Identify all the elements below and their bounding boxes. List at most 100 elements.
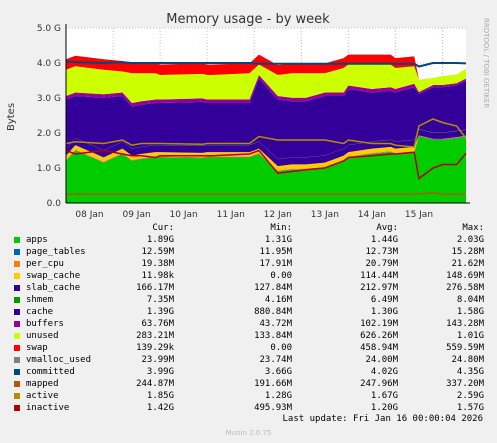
area-swap xyxy=(66,54,466,80)
legend-swatch xyxy=(14,357,20,363)
legend-cur: 139.29k xyxy=(136,343,174,353)
y-axis-label: Bytes xyxy=(6,103,17,131)
x-tick-labels: 08 Jan 09 Jan 10 Jan 11 Jan 12 Jan 13 Jan 14 J… xyxy=(75,210,433,220)
chart-title: Memory usage - by week xyxy=(166,12,330,27)
stacked-areas xyxy=(66,54,466,203)
x-tick-label: 09 Jan xyxy=(122,210,150,220)
legend-min: 495.93M xyxy=(254,403,292,413)
legend-min: 0.00 xyxy=(270,271,292,281)
area-buffers xyxy=(66,74,466,107)
legend-avg: 212.97M xyxy=(360,283,398,293)
legend-cur: 19.38M xyxy=(141,259,174,269)
legend-name: buffers xyxy=(26,319,64,329)
legend-min: 23.74M xyxy=(259,355,292,365)
legend-cur: 11.98k xyxy=(141,271,174,281)
y-tick-label: 3.0 G xyxy=(37,94,61,104)
legend-max: 276.58M xyxy=(446,283,484,293)
line-active xyxy=(65,118,467,148)
legend-max: 21.62M xyxy=(451,259,484,269)
line-inactive xyxy=(65,149,467,180)
x-tick-label: 12 Jan xyxy=(264,210,292,220)
legend-avg: 1.44G xyxy=(370,235,398,245)
y-tick-label: 2.0 G xyxy=(37,129,61,139)
legend-swatch xyxy=(14,333,20,339)
legend-row: unused 283.21M 133.84M 626.26M 1.01G xyxy=(0,330,497,342)
legend-max: 4.35G xyxy=(456,367,484,377)
legend-row: page_tables 12.59M 11.95M 12.73M 15.28M xyxy=(0,246,497,258)
legend-name: active xyxy=(26,391,59,401)
legend-min: 11.95M xyxy=(259,247,292,257)
legend-name: inactive xyxy=(26,403,70,413)
legend-min: 0.00 xyxy=(270,343,292,353)
legend-row: inactive 1.42G 495.93M 1.20G 1.57G xyxy=(0,402,497,414)
legend-avg: 6.49M xyxy=(370,295,398,305)
legend-name: apps xyxy=(26,235,48,245)
legend-row: cache 1.39G 880.84M 1.30G 1.58G xyxy=(0,306,497,318)
legend-name: page_tables xyxy=(26,247,86,257)
legend-min: 4.16M xyxy=(264,295,292,305)
memory-usage-chart: Memory usage - by week Bytes RRDTOOL / T… xyxy=(6,12,490,220)
legend-row: slab_cache 166.17M 127.84M 212.97M 276.58M xyxy=(0,282,497,294)
legend-min: 43.72M xyxy=(259,319,292,329)
legend-avg: 1.20G xyxy=(370,403,398,413)
legend-swatch xyxy=(14,381,20,387)
legend-min: 17.91M xyxy=(259,259,292,269)
area-apps xyxy=(66,136,466,203)
x-tick-label: 14 Jan xyxy=(358,210,386,220)
legend-swatch xyxy=(14,393,20,399)
legend-cur: 283.21M xyxy=(136,331,174,341)
legend-cur: 1.39G xyxy=(146,307,174,317)
area-unused xyxy=(66,64,466,103)
legend-row: apps 1.89G 1.31G 1.44G 2.03G xyxy=(0,234,497,246)
legend-max: 1.57G xyxy=(456,403,484,413)
legend-avg: 12.73M xyxy=(365,247,398,257)
legend-rows: apps 1.89G 1.31G 1.44G 2.03G page_tables 12.59… xyxy=(0,234,497,414)
legend-max: 2.59G xyxy=(456,391,484,401)
legend-max: 1.01G xyxy=(456,331,484,341)
legend-cur: 12.59M xyxy=(141,247,174,257)
y-tick-label: 0.0 xyxy=(47,199,62,209)
legend-table: Cur: Min: Avg: Max: apps 1.89G 1.31G 1.44G 2… xyxy=(0,222,497,414)
legend-name: swap xyxy=(26,343,48,353)
header-max: Max: xyxy=(462,223,484,233)
legend-cur: 1.42G xyxy=(146,403,174,413)
legend-row: swap_cache 11.98k 0.00 114.44M 148.69M xyxy=(0,270,497,282)
x-tick-label: 08 Jan xyxy=(75,210,103,220)
legend-cur: 1.89G xyxy=(146,235,174,245)
legend-min: 3.66G xyxy=(264,367,292,377)
legend-cur: 7.35M xyxy=(146,295,174,305)
legend-swatch xyxy=(14,261,20,267)
x-tick-label: 11 Jan xyxy=(217,210,245,220)
y-tick-label: 4.0 G xyxy=(37,59,61,69)
legend-avg: 114.44M xyxy=(360,271,398,281)
legend-cur: 166.17M xyxy=(136,283,174,293)
line-mapped xyxy=(66,191,467,196)
legend-swatch xyxy=(14,249,20,255)
legend-max: 24.80M xyxy=(451,355,484,365)
legend-max: 1.58G xyxy=(456,307,484,317)
last-update: Last update: Fri Jan 16 00:00:04 2026 xyxy=(282,414,483,424)
rrdtool-credit: RRDTOOL / TOBI OETIKER xyxy=(482,18,490,108)
legend-cur: 1.85G xyxy=(146,391,174,401)
legend-avg: 4.02G xyxy=(370,367,398,377)
legend-name: vmalloc_used xyxy=(26,355,92,365)
legend-min: 880.84M xyxy=(254,307,292,317)
legend-min: 191.66M xyxy=(254,379,292,389)
legend-row: swap 139.29k 0.00 458.94M 559.59M xyxy=(0,342,497,354)
legend-swatch xyxy=(14,345,20,351)
legend-min: 127.84M xyxy=(254,283,292,293)
y-tick-label: 1.0 G xyxy=(37,164,61,174)
legend-max: 15.28M xyxy=(451,247,484,257)
legend-name: slab_cache xyxy=(26,283,81,293)
legend-min: 133.84M xyxy=(254,331,292,341)
legend-swatch xyxy=(14,285,20,291)
header-avg: Avg: xyxy=(376,223,398,233)
legend-name: unused xyxy=(26,331,59,341)
overlay-lines xyxy=(65,60,467,196)
legend-cur: 63.76M xyxy=(141,319,174,329)
header-min: Min: xyxy=(270,223,292,233)
legend-row: active 1.85G 1.28G 1.67G 2.59G xyxy=(0,390,497,402)
area-slab_cache xyxy=(66,129,466,167)
legend-cur: 23.99M xyxy=(141,355,174,365)
legend-avg: 1.30G xyxy=(370,307,398,317)
